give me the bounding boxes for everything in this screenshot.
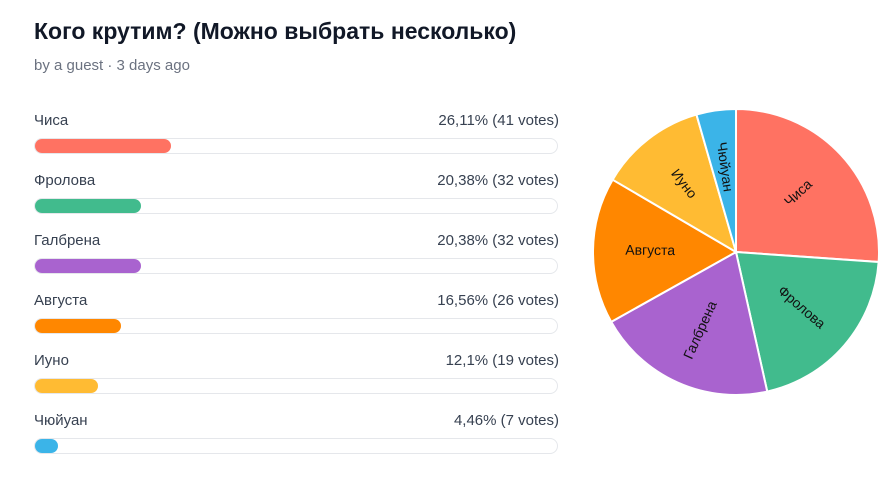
bar-track [34,318,558,334]
option-label: Августа [34,292,88,309]
bar [35,259,142,273]
option-label: Чиса [34,112,69,129]
option-result: 20,38% (32 votes) [437,232,559,249]
slice-label: Августа [625,242,675,258]
option-label: Иуно [34,352,69,369]
slice-label: Чюйуан [714,141,737,193]
bar-track [34,258,558,274]
bar-track [34,378,558,394]
option-result: 12,1% (19 votes) [445,352,559,369]
bar-track [34,198,558,214]
bar-track [34,438,558,454]
pie-slice [735,107,880,264]
option-label: Чюйуан [34,412,88,429]
bar [35,139,172,153]
poll-title: Кого крутим? (Можно выбрать несколько) [34,18,517,44]
option-label: Фролова [34,172,96,189]
option-result: 26,11% (41 votes) [438,112,559,129]
bar [35,319,122,333]
bar [35,199,142,213]
option-result: 20,38% (32 votes) [437,172,559,189]
byline: by a guest · 3 days ago [34,57,190,74]
option-label: Галбрена [34,232,101,249]
pie-slice [609,250,769,396]
bar-track [34,138,558,154]
pie-slice [592,178,739,324]
pie-slice [611,113,738,255]
pie-slice [695,107,737,253]
option-result: 16,56% (26 votes) [437,292,559,309]
pie-slice [734,250,880,393]
option-result: 4,46% (7 votes) [453,412,559,429]
bar [35,439,59,453]
bar [35,379,99,393]
